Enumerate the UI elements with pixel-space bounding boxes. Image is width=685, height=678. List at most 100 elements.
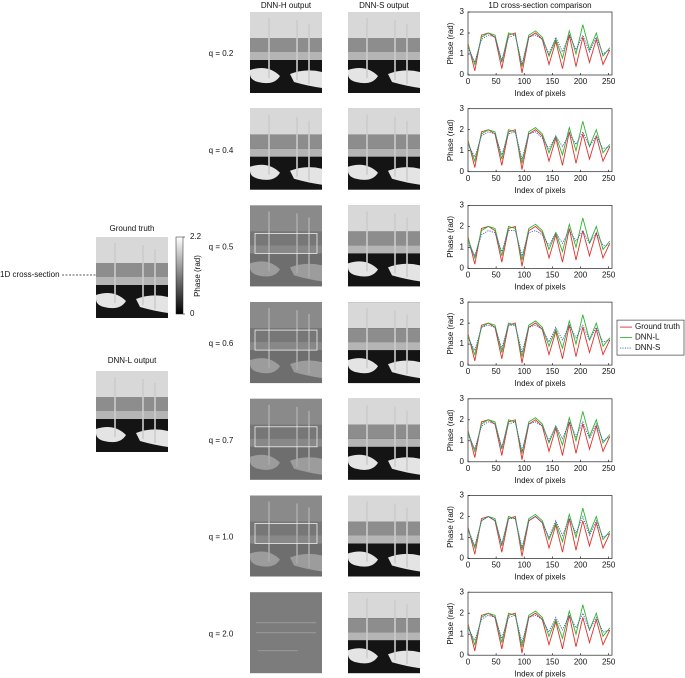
- band: [348, 521, 420, 536]
- sky: [348, 495, 420, 522]
- x-tick-label: 50: [492, 367, 501, 376]
- sky: [250, 398, 322, 425]
- series-line: [467, 411, 611, 454]
- x-tick-label: 250: [602, 657, 616, 666]
- y-tick-label: 1: [460, 533, 465, 542]
- phase-image: [96, 371, 168, 452]
- y-axis-label: Phase (rad): [446, 506, 455, 548]
- pole: [406, 24, 408, 84]
- x-tick-label: 200: [574, 464, 588, 473]
- phase-image: [250, 495, 322, 577]
- series-line: [467, 604, 611, 647]
- band: [348, 535, 420, 544]
- x-tick-label: 250: [602, 174, 616, 183]
- phase-image: [250, 205, 322, 287]
- x-tick-label: 50: [492, 464, 501, 473]
- blob: [348, 261, 378, 277]
- plot-frame: [467, 495, 613, 559]
- series-line: [467, 612, 610, 643]
- pole: [366, 114, 368, 175]
- blob: [250, 551, 280, 567]
- edge: [256, 632, 316, 634]
- x-tick-label: 100: [518, 271, 532, 280]
- x-tick-label: 250: [602, 77, 616, 86]
- plot-frame: [467, 205, 613, 269]
- pole: [296, 406, 298, 467]
- row-label: q = 0.5: [209, 243, 234, 252]
- pole: [406, 604, 408, 665]
- x-axis-label: Index of pixels: [514, 89, 565, 98]
- band: [250, 134, 322, 149]
- edge: [256, 622, 316, 624]
- x-tick-label: 150: [546, 657, 560, 666]
- sky: [348, 302, 420, 329]
- pole: [308, 410, 310, 471]
- blob: [348, 358, 378, 374]
- series-line: [467, 515, 611, 557]
- pole: [366, 404, 368, 465]
- series-line: [467, 121, 611, 164]
- y-tick-label: 1: [460, 436, 465, 445]
- x-tick-label: 0: [466, 367, 471, 376]
- phase-image: [250, 12, 322, 93]
- pole: [406, 410, 408, 471]
- blob: [348, 648, 378, 664]
- pole: [114, 243, 116, 303]
- x-tick-label: 50: [492, 271, 501, 280]
- sky: [348, 12, 420, 38]
- y-tick-label: 0: [460, 167, 465, 176]
- row-label: q = 2.0: [209, 629, 234, 638]
- band: [348, 52, 420, 60]
- pole: [394, 503, 396, 564]
- series-line: [467, 229, 610, 258]
- band: [348, 134, 420, 149]
- series-line: [467, 322, 611, 364]
- y-tick-label: 2: [460, 318, 465, 327]
- x-tick-label: 250: [602, 271, 616, 280]
- band: [348, 424, 420, 439]
- y-axis-label: Phase (rad): [446, 312, 455, 354]
- row-label: q = 0.7: [209, 436, 234, 445]
- y-tick-label: 3: [460, 201, 465, 210]
- sky: [348, 108, 420, 135]
- band: [348, 148, 420, 157]
- pole: [308, 120, 310, 181]
- plot-frame: [467, 108, 613, 173]
- pole: [268, 18, 270, 78]
- y-tick-label: 0: [460, 70, 465, 79]
- blob: [250, 68, 280, 84]
- chart-title: 1D cross-section comparison: [488, 1, 591, 10]
- y-tick-label: 2: [460, 608, 465, 617]
- band: [348, 328, 420, 343]
- series-line: [467, 225, 611, 267]
- y-tick-label: 3: [460, 394, 465, 403]
- blob: [348, 551, 378, 567]
- outline: [254, 523, 318, 544]
- pole: [394, 213, 396, 274]
- series-line: [467, 32, 611, 73]
- pole: [268, 501, 270, 562]
- y-tick-label: 3: [460, 104, 465, 113]
- phase-image: [348, 398, 420, 480]
- y-tick-label: 3: [460, 491, 465, 500]
- pole: [308, 507, 310, 568]
- y-tick-label: 3: [460, 297, 465, 306]
- y-tick-label: 1: [460, 49, 465, 58]
- blob: [250, 358, 280, 374]
- pole: [394, 310, 396, 371]
- pole: [366, 211, 368, 272]
- outline: [254, 232, 318, 254]
- y-tick-label: 0: [460, 360, 465, 369]
- colorbar: [175, 236, 184, 315]
- x-tick-label: 250: [602, 367, 616, 376]
- series-line: [467, 612, 611, 654]
- y-tick-label: 0: [460, 457, 465, 466]
- x-tick-label: 0: [466, 174, 471, 183]
- phase-image: [250, 302, 322, 384]
- phase-image: [348, 108, 420, 190]
- blob: [96, 427, 126, 443]
- band: [250, 245, 322, 254]
- x-axis-label: Index of pixels: [514, 476, 565, 485]
- blob: [348, 68, 378, 84]
